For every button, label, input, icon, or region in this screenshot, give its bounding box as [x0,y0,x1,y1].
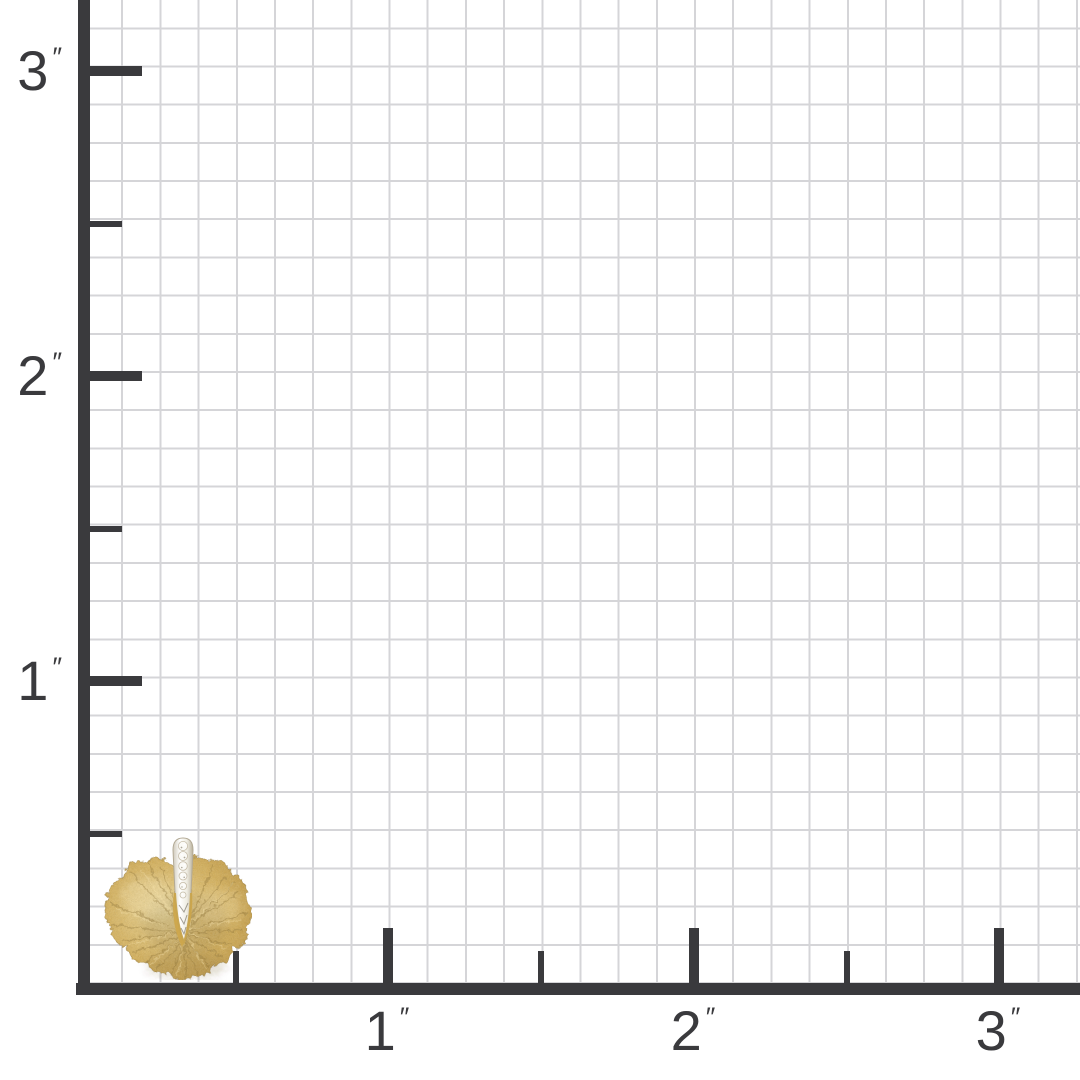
x-axis-minor-tick-1-5in [538,951,544,983]
y-axis-minor-tick-2-5in [84,221,122,227]
x-axis-major-tick-2in [689,928,699,984]
x-axis-major-tick-1in [383,928,393,984]
x-axis-label-1in: 1 ″ [318,1000,458,1072]
y-axis-label-3in-unit: ″ [52,42,64,72]
y-axis-label-1in-unit: ″ [52,652,64,682]
x-axis-label-3in: 3 ″ [929,1000,1069,1072]
x-axis-line [76,983,1080,995]
y-axis-label-3in-value: 3 [17,39,50,102]
x-axis-major-tick-3in [994,928,1004,984]
y-axis-label-2in-unit: ″ [52,347,64,377]
y-axis-major-tick-3in [84,66,142,76]
y-axis-minor-tick-0-5in [84,831,122,837]
y-axis-label-3in: 3 ″ [0,34,64,118]
gold-leaf-pendant-image [102,837,251,979]
y-axis-label-1in: 1 ″ [0,644,64,728]
y-axis-label-1in-value: 1 [17,649,50,712]
x-axis-label-3in-unit: ″ [1010,1002,1023,1032]
x-axis-label-1in-value: 1 [364,999,397,1062]
x-axis-label-3in-value: 3 [975,999,1008,1062]
leaf-body [102,854,251,979]
y-axis-label-2in: 2 ″ [0,339,64,423]
x-axis-minor-tick-2-5in [844,951,850,983]
y-axis-minor-tick-1-5in [84,526,122,532]
y-axis-label-2in-value: 2 [17,344,50,407]
x-axis-label-2in-value: 2 [670,999,703,1062]
x-axis-label-2in: 2 ″ [624,1000,764,1072]
x-axis-label-1in-unit: ″ [399,1002,412,1032]
y-axis-major-tick-2in [84,371,142,381]
grid-background [83,0,1080,984]
x-axis-label-2in-unit: ″ [705,1002,718,1032]
x-axis-minor-tick-0-5in [233,951,239,983]
y-axis-major-tick-1in [84,676,142,686]
y-axis-line [78,0,90,995]
diamond-stem [172,837,194,945]
